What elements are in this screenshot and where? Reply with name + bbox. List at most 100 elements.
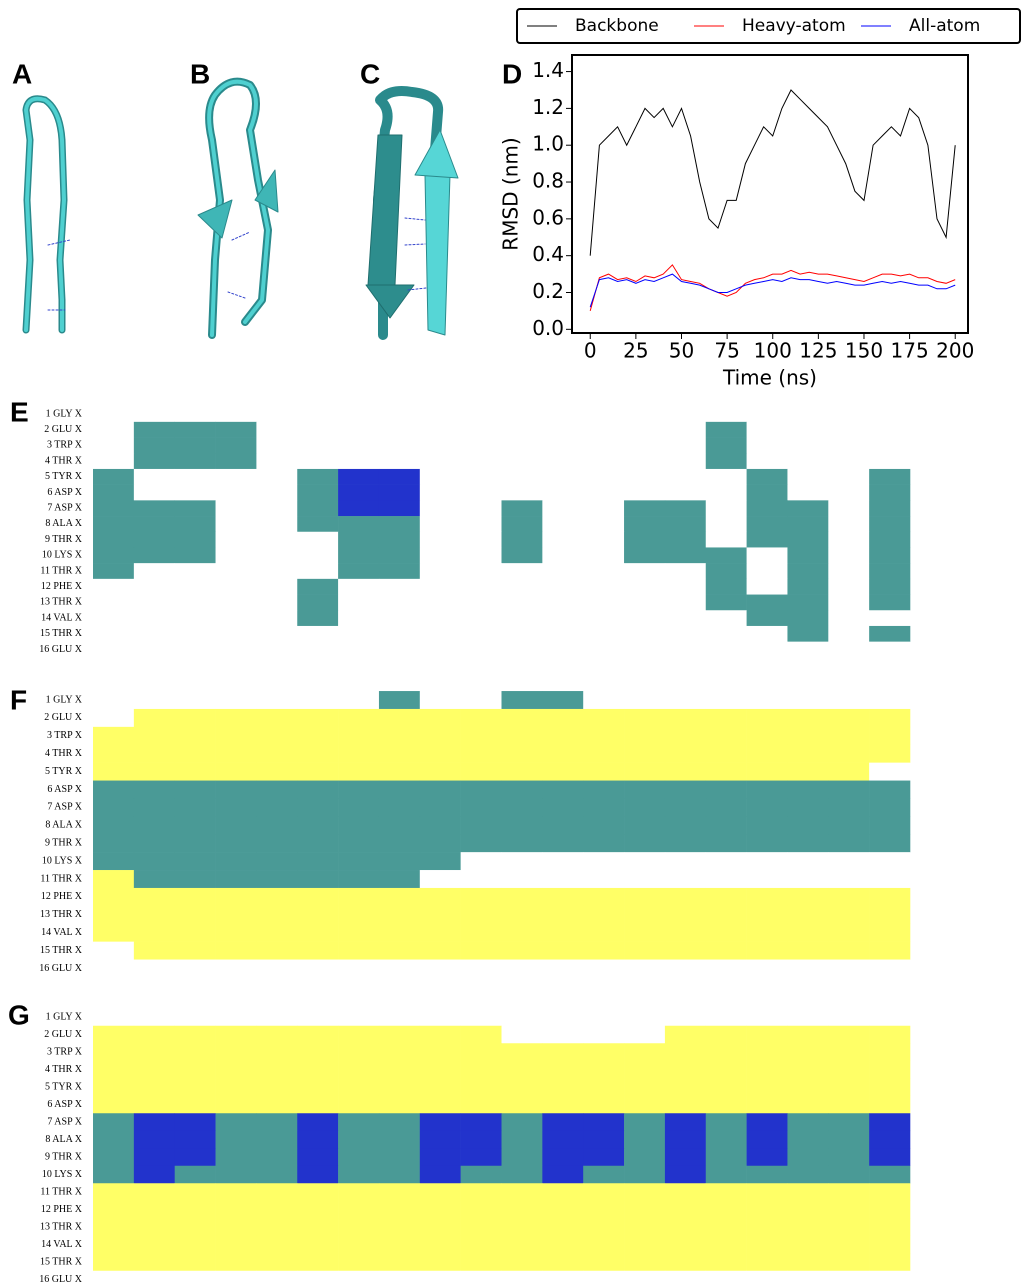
cell [624, 887, 666, 907]
cell [419, 1095, 461, 1114]
cell [174, 641, 216, 658]
cell [869, 1113, 911, 1132]
cell [869, 468, 911, 485]
cell [705, 691, 747, 710]
cell [624, 437, 666, 454]
cell [705, 923, 747, 942]
cell [256, 1130, 298, 1149]
cell [174, 941, 216, 960]
row-label: 2 GLU X [44, 1029, 83, 1040]
cell [460, 1253, 502, 1272]
cell [297, 1113, 339, 1132]
cell [542, 531, 584, 548]
cell [419, 500, 461, 517]
cell [297, 1078, 339, 1097]
cell [664, 887, 707, 907]
cell [501, 780, 543, 799]
cell [460, 594, 502, 611]
cell [174, 870, 216, 889]
cell [338, 1235, 380, 1254]
legend-box [516, 8, 1021, 44]
cell [93, 610, 135, 627]
cell [664, 1113, 707, 1132]
cell [542, 1235, 584, 1254]
cell [828, 578, 870, 595]
cell [460, 798, 502, 817]
cell [93, 1200, 135, 1219]
cell [460, 421, 502, 438]
cell [705, 641, 747, 658]
cell [215, 500, 257, 517]
cell [869, 780, 911, 799]
cell [338, 547, 380, 564]
y-tick-label: 0.0 [532, 316, 564, 340]
cell [174, 1148, 216, 1167]
cell [297, 834, 339, 853]
cell [174, 744, 216, 763]
cell [297, 726, 339, 746]
cell [583, 516, 625, 533]
cell [378, 453, 421, 470]
cell [828, 1060, 870, 1079]
panel-label: C [360, 58, 380, 89]
cell [378, 547, 421, 564]
cell [624, 1270, 666, 1286]
row-label: 9 THR X [45, 1151, 83, 1162]
cell [338, 484, 380, 501]
cell [297, 1270, 339, 1286]
cell [419, 531, 461, 548]
cell [624, 1253, 666, 1272]
cell [297, 1060, 339, 1079]
cell [828, 1008, 870, 1027]
cell [378, 887, 421, 907]
cell [338, 1095, 380, 1114]
cell [542, 959, 584, 978]
cell [705, 852, 747, 871]
cell [542, 500, 584, 517]
cell [256, 1025, 298, 1044]
cell [624, 484, 666, 501]
cell [419, 691, 461, 710]
cell [869, 1218, 911, 1237]
cell [869, 1130, 911, 1149]
cell [133, 1165, 175, 1184]
series-line [589, 273, 956, 308]
x-tick-label: 200 [936, 339, 974, 363]
cell [460, 726, 502, 746]
cell [133, 484, 175, 501]
cell [542, 1165, 584, 1184]
cell [419, 641, 461, 658]
cell [624, 547, 666, 564]
cell [256, 437, 298, 454]
cell [419, 1183, 461, 1202]
cell [419, 887, 461, 907]
cell [746, 1165, 788, 1184]
cell [460, 887, 502, 907]
cell [705, 1235, 747, 1254]
cell [542, 1253, 584, 1272]
cell [378, 1025, 421, 1044]
cell [746, 1235, 788, 1254]
cell [256, 468, 298, 485]
cell [174, 1183, 216, 1202]
cell [174, 421, 216, 438]
cell [174, 500, 216, 517]
cell [828, 437, 870, 454]
cell [419, 1200, 461, 1219]
cell [419, 959, 461, 978]
cell [133, 834, 175, 853]
cell [338, 531, 380, 548]
cell [664, 500, 707, 517]
cell [174, 610, 216, 627]
cell [664, 923, 707, 942]
cell [828, 547, 870, 564]
cell [297, 641, 339, 658]
cell [460, 1200, 502, 1219]
cell [869, 708, 911, 728]
cell [419, 1043, 461, 1062]
cell [869, 1235, 911, 1254]
cell [460, 1043, 502, 1062]
cell [624, 691, 666, 710]
cell [624, 870, 666, 889]
cell [705, 1253, 747, 1272]
